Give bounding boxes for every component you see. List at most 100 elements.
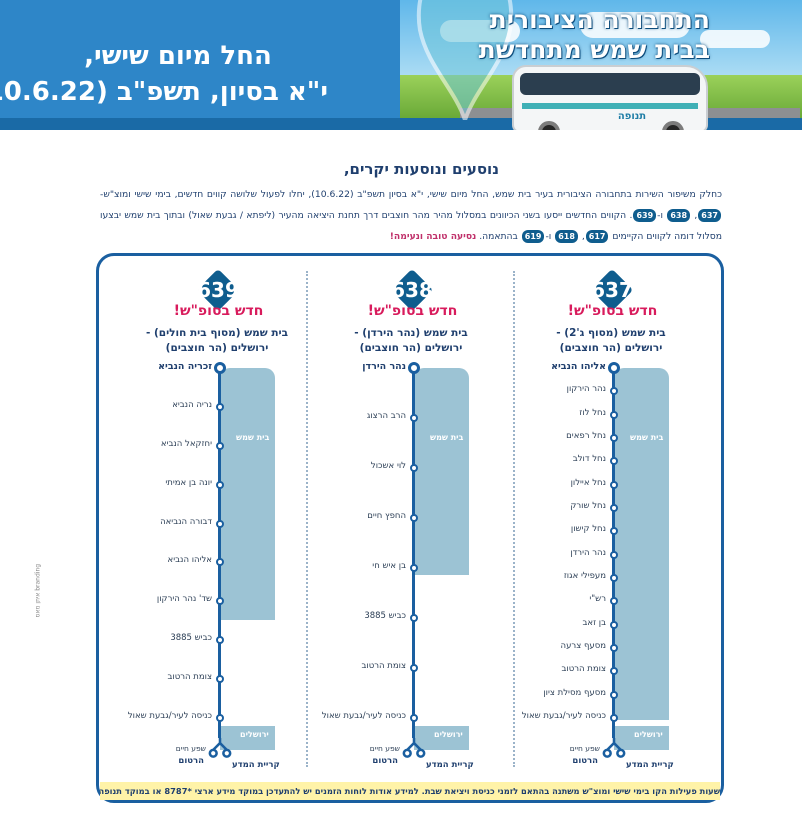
route-badge-shape: [196, 268, 240, 312]
jerusalem-zone: [220, 726, 275, 750]
stop-name: נריה הנביא: [172, 399, 212, 410]
stop-marker: [409, 414, 418, 422]
stop-name: נחל דולב: [572, 454, 606, 465]
stop-marker: [609, 527, 618, 536]
stop-name: יחזקאל הנביא: [160, 438, 212, 449]
route-description: בית שמש (נהר הירדן) - ירושלים (הר חוצבים): [336, 326, 486, 356]
stop-marker: [609, 457, 618, 466]
route-destination: ירושלים (הר חוצבים): [359, 342, 463, 354]
stop-name: כביש 3885: [364, 611, 406, 621]
line-badge-inline: 619: [521, 230, 545, 243]
branch-stop-name: שפע חיים: [175, 744, 206, 753]
start-date-line1: החל מיום שישי,: [84, 41, 272, 71]
stop-marker: [215, 675, 224, 684]
intro-text-part1: כחלק משיפור השירות בתחבורה הציבורית בעיר…: [100, 189, 722, 200]
branch-terminal-name: הרטום: [372, 756, 398, 766]
jerusalem-zone-label: ירושלים: [434, 730, 463, 739]
route-origin: בית שמש (מסוף ג'2) -: [556, 327, 666, 339]
stop-marker: [609, 574, 618, 582]
new-weekend-label: חדש בסופ"ש!: [173, 303, 264, 319]
route-description: בית שמש (מסוף ג'2) - ירושלים (הר חוצבים): [536, 326, 686, 356]
stop-marker: [215, 597, 224, 606]
route-description: בית שמש (מסוף בית חולים) - ירושלים (הר חו…: [142, 326, 292, 356]
stop-name: כניסה לעיר/גבעת שאול: [521, 711, 606, 721]
bus-illustration: תנופה: [512, 55, 712, 130]
beit-shemesh-zone: [414, 368, 469, 575]
map-pin-icon: [416, 0, 514, 120]
start-date-line2: י"א בסיון, תשפ"ב (10.6.22): [0, 77, 328, 107]
stop-marker: [609, 667, 618, 676]
intro-and: ו-: [657, 210, 663, 221]
stop-marker: [215, 402, 224, 411]
stop-marker: [215, 714, 224, 722]
stop-marker: [409, 564, 418, 572]
jerusalem-zone: [614, 726, 669, 750]
stop-marker: [609, 597, 618, 606]
footer-notice: שעות פעילות הקו בימי שישי ומוצ"ש משתנה ב…: [100, 782, 720, 800]
stop-name: צומת הרטוב: [361, 661, 406, 671]
stop-marker: [409, 614, 418, 622]
stop-marker: [409, 664, 418, 672]
line-badge-inline: 638: [667, 209, 691, 222]
terminal-stop-name: קריית המדע: [232, 760, 280, 770]
jerusalem-zone: [414, 726, 469, 750]
stop-name: אליהו הנביא: [167, 555, 212, 566]
stop-marker: [609, 387, 618, 396]
route-badge-shape: [390, 268, 434, 312]
terminal-stop-name: קריית המדע: [426, 760, 474, 770]
stop-name: נהר הירדן: [362, 361, 406, 372]
route-fork-icon: [208, 738, 232, 758]
stop-name: נחל לוז: [579, 407, 606, 418]
jerusalem-zone-label: ירושלים: [240, 730, 269, 739]
branch-stop-name: שפע חיים: [569, 744, 600, 753]
stop-marker: [409, 514, 418, 522]
stop-name: מעפילי אגוז: [563, 571, 606, 581]
beit-shemesh-zone-label: בית שמש: [236, 433, 270, 442]
route-fork-icon: [402, 738, 426, 758]
stop-name: נחל קישון: [570, 524, 606, 535]
line-badge-inline: 618: [555, 230, 578, 243]
intro-text-part2: הקווים החדשים ייסעו בשני הכיוונים במסלול…: [100, 210, 722, 242]
stop-marker: [609, 480, 618, 489]
line-badge-inline: 617: [585, 230, 609, 243]
column-divider: [513, 271, 515, 767]
beit-shemesh-zone-label: בית שמש: [430, 433, 464, 442]
stop-marker: [409, 464, 418, 472]
route-line: [218, 368, 221, 738]
stop-marker: [609, 690, 618, 699]
stop-name: זכריה הנביא: [158, 361, 212, 372]
stop-name: לוי אשכול: [370, 461, 406, 471]
stop-marker: [409, 714, 418, 722]
route-destination: ירושלים (הר חוצבים): [165, 342, 269, 354]
route-badge-shape: [590, 268, 634, 312]
stop-name: נהר הירדן: [570, 547, 606, 558]
header-title: התחבורה הציבורית בבית שמש מתחדשת: [479, 0, 802, 72]
stop-name: הרב הרצוג: [366, 411, 406, 421]
branch-terminal-name: הרטום: [178, 756, 204, 766]
jerusalem-zone-label: ירושלים: [634, 730, 663, 739]
stop-name: יונה בן אמיתי: [165, 477, 212, 488]
stop-marker: [609, 550, 618, 559]
header-title-line1: התחבורה הציבורית: [489, 5, 710, 34]
stop-name: כביש 3885: [170, 633, 212, 644]
intro-greeting: נסיעה טובה ונעימה!: [389, 231, 477, 242]
stop-name: נחל רפאים: [566, 431, 606, 441]
stop-marker: [407, 362, 420, 374]
beit-shemesh-zone: [614, 368, 669, 720]
stop-marker: [215, 441, 224, 450]
stop-marker: [215, 519, 224, 528]
route-number: 639: [197, 278, 239, 302]
bus-logo: תנופה: [617, 111, 647, 122]
stop-name: בן איש חי: [372, 561, 406, 571]
stop-marker: [609, 714, 618, 722]
route-fork-icon: [602, 738, 626, 758]
stop-marker: [607, 362, 620, 374]
stop-marker: [609, 410, 618, 419]
route-origin: בית שמש (מסוף בית חולים) -: [145, 327, 289, 339]
stop-name: מסעף מסילת ציון: [543, 687, 606, 698]
intro-paragraph: כחלק משיפור השירות בתחבורה הציבורית בעיר…: [100, 189, 722, 243]
intro-text-part3: בהתאמה.: [479, 231, 518, 242]
intro-and: ו-: [545, 231, 552, 242]
intro-title: נוסעים ונוסעות יקרים,: [343, 160, 499, 178]
new-weekend-label: חדש בסופ"ש!: [367, 303, 458, 319]
